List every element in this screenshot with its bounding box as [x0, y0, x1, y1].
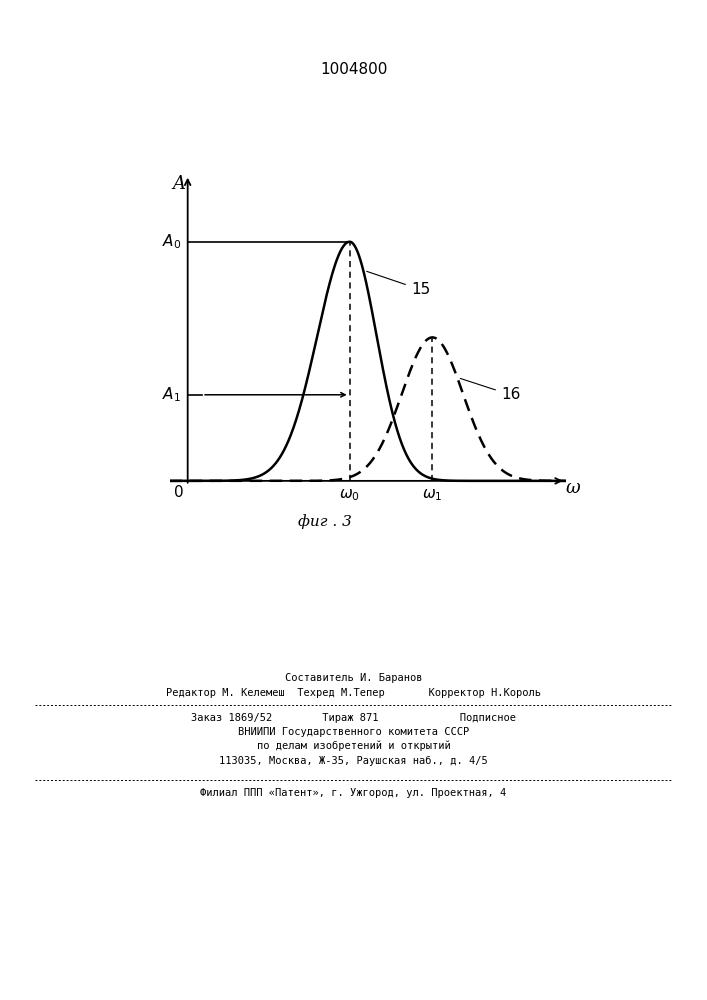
- Text: Филиал ППП «Патент», г. Ужгород, ул. Проектная, 4: Филиал ППП «Патент», г. Ужгород, ул. Про…: [200, 788, 507, 798]
- Text: ω: ω: [566, 479, 580, 497]
- Text: 16: 16: [460, 378, 520, 402]
- Text: 113035, Москва, Ж-35, Раушская наб., д. 4/5: 113035, Москва, Ж-35, Раушская наб., д. …: [219, 756, 488, 766]
- Text: ВНИИПИ Государственного комитета СССР: ВНИИПИ Государственного комитета СССР: [238, 727, 469, 737]
- Text: $\omega_0$: $\omega_0$: [339, 487, 360, 503]
- Text: по делам изобретений и открытий: по делам изобретений и открытий: [257, 741, 450, 751]
- Text: 1004800: 1004800: [320, 62, 387, 78]
- Text: Редактор М. Келемеш  Техред М.Тепер       Корректор Н.Король: Редактор М. Келемеш Техред М.Тепер Корре…: [166, 688, 541, 698]
- Text: фиг . 3: фиг . 3: [298, 514, 351, 529]
- Text: $A_1$: $A_1$: [162, 385, 181, 404]
- Text: 0: 0: [174, 485, 184, 500]
- Text: $\omega_1$: $\omega_1$: [422, 487, 443, 503]
- Text: $A_0$: $A_0$: [162, 232, 181, 251]
- Text: A: A: [173, 175, 185, 193]
- Text: Составитель И. Баранов: Составитель И. Баранов: [285, 673, 422, 683]
- Text: 15: 15: [367, 271, 430, 297]
- Text: Заказ 1869/52        Тираж 871             Подписное: Заказ 1869/52 Тираж 871 Подписное: [191, 713, 516, 723]
